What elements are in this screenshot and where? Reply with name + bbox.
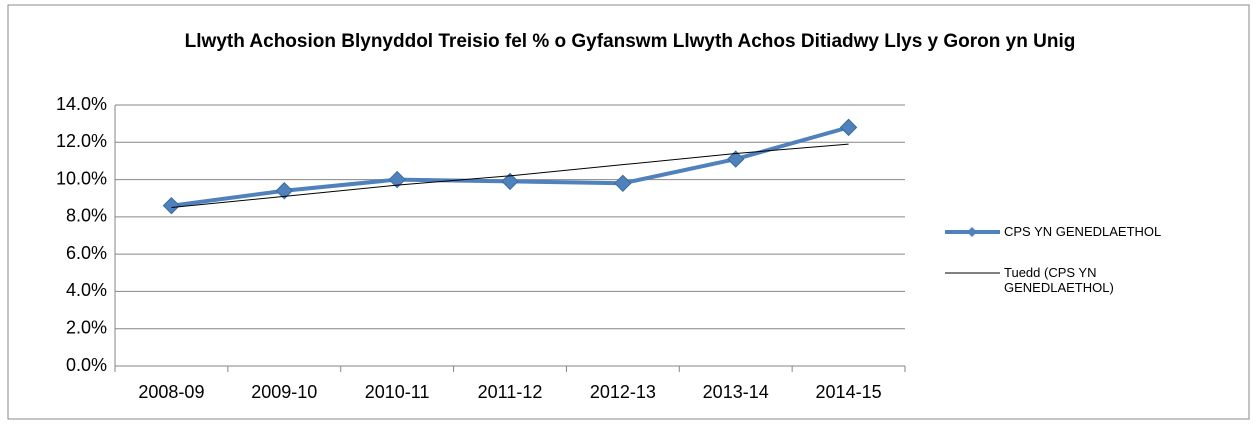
y-tick-label: 0.0% — [66, 355, 107, 375]
chart-border — [7, 4, 1250, 420]
marker — [388, 170, 406, 189]
y-tick-label: 4.0% — [66, 280, 107, 300]
legend-label: Tuedd (CPS YN GENEDLAETHOL) — [1004, 265, 1114, 295]
marker — [501, 172, 519, 191]
y-tick-label: 12.0% — [56, 131, 107, 151]
y-tick-label: 8.0% — [66, 206, 107, 226]
marker — [614, 174, 632, 193]
x-tick-label: 2009-10 — [251, 382, 317, 402]
chart-title: Llwyth Achosion Blynyddol Treisio fel % … — [185, 31, 1076, 52]
legend-marker — [967, 227, 977, 237]
trend-line — [171, 143, 849, 209]
legend-label: CPS YN GENEDLAETHOL — [1004, 224, 1162, 239]
marker — [275, 182, 293, 200]
y-tick-label: 6.0% — [66, 243, 107, 263]
x-tick-label: 2013-14 — [703, 382, 769, 402]
y-tick-label: 14.0% — [56, 94, 107, 114]
marker — [839, 118, 858, 137]
x-tick-label: 2008-09 — [138, 382, 204, 402]
marker — [727, 150, 745, 168]
y-tick-label: 2.0% — [66, 317, 107, 337]
x-tick-label: 2011-12 — [478, 382, 543, 402]
x-tick-label: 2010-11 — [365, 382, 430, 402]
x-tick-label: 2012-13 — [590, 382, 656, 402]
x-tick-label: 2014-15 — [816, 382, 882, 402]
marker — [162, 196, 181, 215]
y-tick-label: 10.0% — [56, 168, 107, 188]
